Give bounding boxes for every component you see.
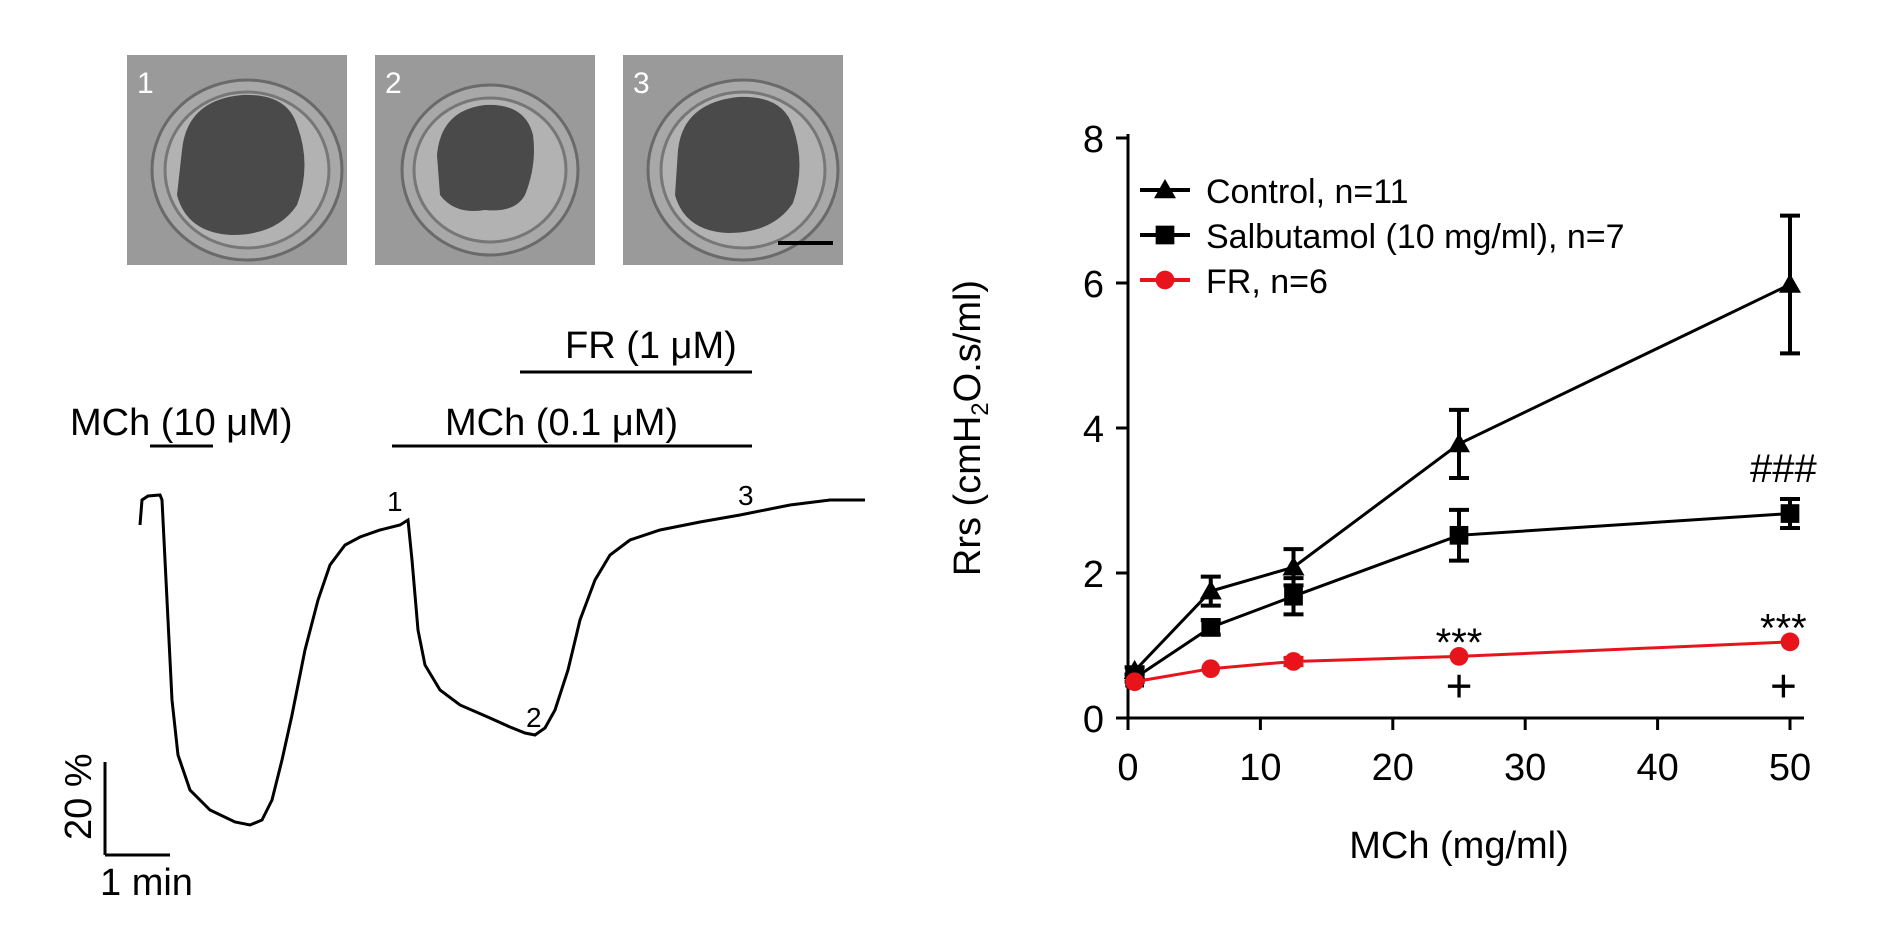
legend-label: Control, n=11 bbox=[1206, 173, 1409, 211]
micrograph-2: 2 bbox=[375, 55, 595, 265]
fr-label: FR (1 μM) bbox=[565, 325, 737, 367]
mch-high-label: MCh (10 μM) bbox=[70, 402, 293, 444]
airway-image-3 bbox=[646, 78, 840, 262]
x-tick-label: 40 bbox=[1636, 747, 1678, 789]
y-tick-label: 4 bbox=[1083, 409, 1104, 451]
annotation: + bbox=[1770, 660, 1797, 712]
data-point bbox=[1125, 672, 1144, 692]
x-tick-label: 0 bbox=[1117, 747, 1138, 789]
legend-label: Salbutamol (10 mg/ml), n=7 bbox=[1206, 218, 1625, 256]
micrograph-1: 1 bbox=[127, 55, 347, 265]
data-point bbox=[1199, 580, 1222, 600]
data-point bbox=[1284, 652, 1303, 671]
y-tick-label: 0 bbox=[1083, 699, 1104, 741]
legend-label: FR, n=6 bbox=[1206, 263, 1328, 301]
y-tick-label: 6 bbox=[1083, 264, 1104, 306]
annotation: ### bbox=[1750, 447, 1817, 491]
trace-svg bbox=[103, 370, 865, 857]
annotation: *** bbox=[1436, 621, 1483, 665]
mch-low-label: MCh (0.1 μM) bbox=[445, 402, 679, 444]
legend-marker bbox=[1154, 179, 1176, 199]
trace-marker-1: 1 bbox=[387, 486, 403, 517]
micrograph-number: 2 bbox=[385, 67, 402, 100]
trace-marker-3: 3 bbox=[738, 480, 754, 511]
x-axis-label: MCh (mg/ml) bbox=[1349, 825, 1569, 867]
airway-image-2 bbox=[400, 83, 580, 257]
micrograph-3: 3 bbox=[623, 55, 843, 265]
x-tick-label: 50 bbox=[1769, 747, 1811, 789]
scale-label-x: 1 min bbox=[100, 862, 193, 904]
x-tick-label: 20 bbox=[1372, 747, 1414, 789]
trace-marker-2: 2 bbox=[526, 702, 542, 733]
y-tick-label: 2 bbox=[1083, 554, 1104, 596]
legend-marker bbox=[1155, 270, 1175, 290]
data-point bbox=[1282, 556, 1305, 576]
data-point bbox=[1779, 273, 1801, 293]
data-point bbox=[1284, 586, 1303, 606]
data-point bbox=[1201, 618, 1221, 637]
data-point bbox=[1449, 525, 1469, 545]
legend-marker bbox=[1155, 225, 1175, 245]
x-tick-label: 30 bbox=[1504, 747, 1546, 789]
airway-image-1 bbox=[150, 78, 344, 262]
annotation: + bbox=[1446, 660, 1473, 712]
annotation: *** bbox=[1760, 606, 1807, 650]
micrograph-number: 3 bbox=[633, 67, 650, 100]
data-point bbox=[1780, 632, 1800, 652]
y-axis-label: Rrs (cmH2O.s/ml) bbox=[947, 280, 994, 576]
data-point bbox=[1780, 504, 1800, 523]
data-point bbox=[1448, 432, 1470, 453]
y-tick-label: 8 bbox=[1083, 119, 1104, 161]
airway-area-trace bbox=[138, 493, 865, 827]
micrograph-number: 1 bbox=[137, 67, 154, 100]
data-point bbox=[1449, 647, 1469, 666]
data-point bbox=[1201, 659, 1221, 679]
x-tick-label: 10 bbox=[1239, 747, 1281, 789]
